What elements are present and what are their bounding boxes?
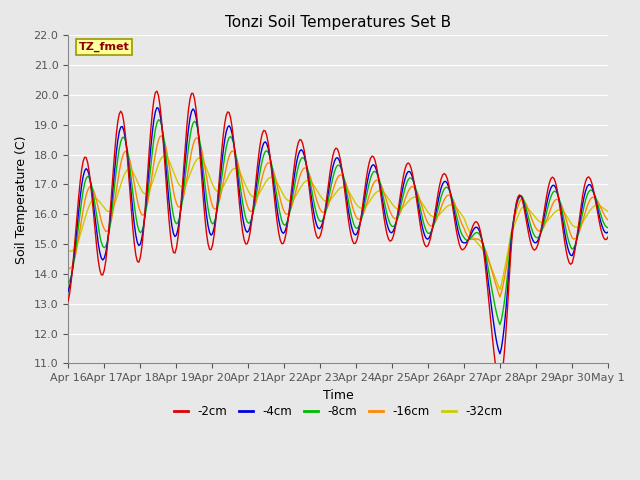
X-axis label: Time: Time (323, 389, 353, 402)
Legend: -2cm, -4cm, -8cm, -16cm, -32cm: -2cm, -4cm, -8cm, -16cm, -32cm (169, 401, 508, 423)
Y-axis label: Soil Temperature (C): Soil Temperature (C) (15, 135, 28, 264)
Title: Tonzi Soil Temperatures Set B: Tonzi Soil Temperatures Set B (225, 15, 451, 30)
Text: TZ_fmet: TZ_fmet (79, 42, 130, 52)
